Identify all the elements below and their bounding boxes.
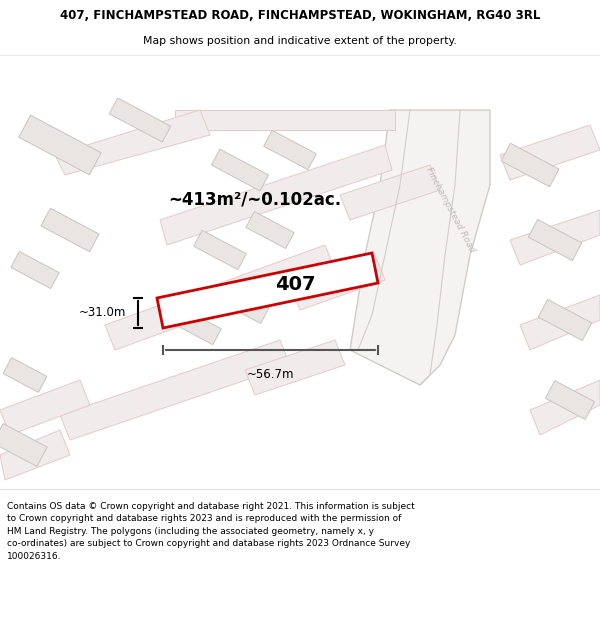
Text: ~56.7m: ~56.7m: [246, 368, 294, 381]
Polygon shape: [211, 149, 269, 191]
Polygon shape: [194, 231, 246, 269]
Polygon shape: [157, 253, 378, 328]
Text: Finchampstead Road: Finchampstead Road: [424, 166, 476, 254]
Polygon shape: [169, 306, 221, 344]
Text: ~413m²/~0.102ac.: ~413m²/~0.102ac.: [169, 191, 341, 209]
Polygon shape: [290, 255, 385, 310]
Polygon shape: [538, 299, 592, 341]
Polygon shape: [0, 380, 90, 435]
Polygon shape: [3, 357, 47, 392]
Polygon shape: [520, 295, 600, 350]
Polygon shape: [340, 165, 440, 220]
Polygon shape: [60, 340, 290, 440]
Polygon shape: [528, 219, 582, 261]
Polygon shape: [0, 430, 70, 480]
Polygon shape: [175, 110, 395, 130]
Text: Map shows position and indicative extent of the property.: Map shows position and indicative extent…: [143, 36, 457, 46]
Polygon shape: [501, 143, 559, 187]
Polygon shape: [221, 286, 269, 324]
Polygon shape: [350, 110, 490, 385]
Polygon shape: [11, 251, 59, 289]
Polygon shape: [19, 115, 101, 175]
Polygon shape: [109, 98, 171, 142]
Polygon shape: [500, 125, 600, 180]
Polygon shape: [245, 340, 345, 395]
Polygon shape: [105, 245, 335, 350]
Polygon shape: [41, 208, 99, 252]
Polygon shape: [510, 210, 600, 265]
Polygon shape: [0, 424, 47, 466]
Polygon shape: [246, 211, 294, 249]
Text: 407: 407: [275, 276, 315, 294]
Text: 407, FINCHAMPSTEAD ROAD, FINCHAMPSTEAD, WOKINGHAM, RG40 3RL: 407, FINCHAMPSTEAD ROAD, FINCHAMPSTEAD, …: [60, 9, 540, 22]
Polygon shape: [160, 145, 392, 245]
Polygon shape: [545, 381, 595, 419]
Text: ~31.0m: ~31.0m: [79, 306, 126, 319]
Text: Contains OS data © Crown copyright and database right 2021. This information is : Contains OS data © Crown copyright and d…: [7, 502, 415, 561]
Polygon shape: [530, 380, 600, 435]
Polygon shape: [55, 110, 210, 175]
Polygon shape: [264, 131, 316, 169]
